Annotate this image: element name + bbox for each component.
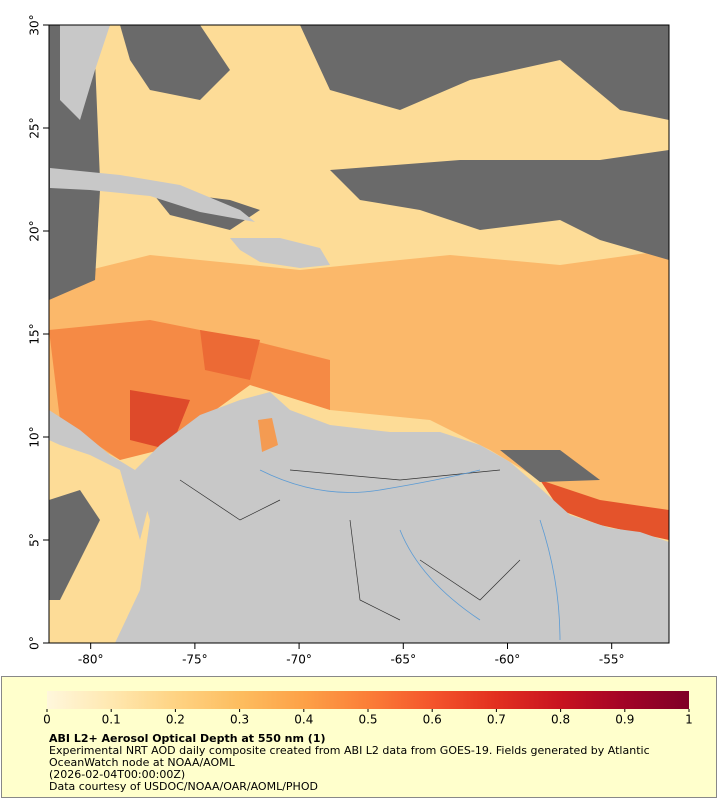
x-tick-label: -60° — [495, 653, 521, 667]
caption-box: ABI L2+ Aerosol Optical Depth at 550 nm … — [1, 676, 717, 798]
y-tick-label: 5° — [28, 533, 42, 547]
x-tick-label: -55° — [599, 653, 625, 667]
land-hispaniola — [230, 238, 330, 268]
aerosol-mid — [49, 250, 669, 540]
y-tick-label: 10° — [28, 426, 42, 447]
cloud-mask — [500, 450, 600, 482]
map-image — [49, 25, 669, 643]
caption-credit: Data courtesy of USDOC/NOAA/OAR/AOML/PHO… — [49, 780, 318, 793]
cloud-mask — [300, 25, 669, 120]
aerosol-peak — [540, 480, 669, 540]
caption-title: ABI L2+ Aerosol Optical Depth at 550 nm … — [49, 732, 326, 745]
x-tick-label: -70° — [286, 653, 312, 667]
lake-maracaibo — [258, 418, 278, 452]
borders — [179, 469, 521, 621]
cloud-mask — [49, 490, 100, 600]
caption-text: ABI L2+ Aerosol Optical Depth at 550 nm … — [49, 733, 689, 793]
caption-description: Experimental NRT AOD daily composite cre… — [49, 744, 650, 769]
caption-timestamp: (2026-02-04T00:00:00Z) — [49, 768, 186, 781]
cloud-mask — [49, 180, 100, 300]
x-tick-label: -80° — [78, 653, 104, 667]
land-central-america — [49, 410, 150, 540]
cloud-mask — [120, 25, 230, 100]
y-tick-label: 25° — [28, 117, 42, 138]
rivers — [259, 469, 561, 641]
y-tick-label: 0° — [28, 636, 42, 650]
map-figure: -80° -75° -70° -65° -60° -55° 0° 5° 10° 15° 20° 25°… — [28, 14, 670, 667]
cloud-mask — [330, 150, 669, 260]
y-tick-label: 15° — [28, 323, 42, 344]
y-tick-label: 30° — [28, 14, 42, 35]
aerosol-peak — [200, 330, 260, 380]
land-cuba — [50, 168, 255, 222]
aerosol-high — [49, 320, 330, 460]
land-florida — [60, 25, 110, 120]
land-south-america — [115, 392, 669, 643]
x-tick-label: -65° — [390, 653, 416, 667]
y-tick-label: 20° — [28, 220, 42, 241]
x-tick-label: -75° — [182, 653, 208, 667]
